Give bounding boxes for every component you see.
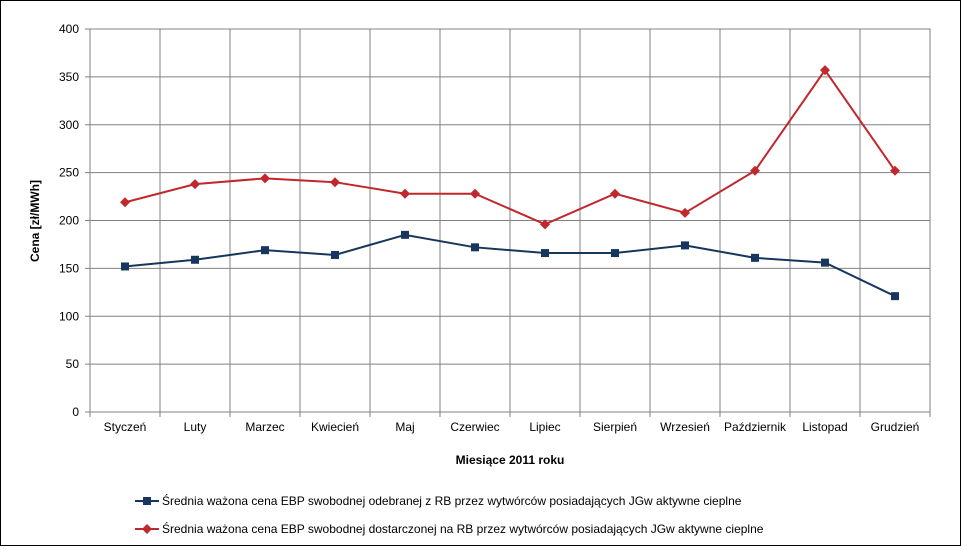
data-point-diamond <box>260 173 270 184</box>
legend-item-2: Średnia ważona cena EBP swobodnej dostar… <box>135 521 764 536</box>
legend-label-1: Średnia ważona cena EBP swobodnej odebra… <box>162 493 742 508</box>
data-point-square <box>611 249 619 258</box>
series-line-1 <box>124 233 896 298</box>
data-point-diamond <box>750 165 760 176</box>
x-tick-label: Lipiec <box>529 420 560 434</box>
x-axis-title: Miesiące 2011 roku <box>456 453 565 467</box>
legend-item-1: Średnia ważona cena EBP swobodnej odebra… <box>135 493 742 508</box>
x-tick-label: Kwiecień <box>311 420 359 434</box>
legend-marker-1 <box>143 497 151 505</box>
y-axis-title: Cena [zł/MWh] <box>28 180 42 262</box>
legend-marker-2 <box>142 524 152 534</box>
y-tick-label: 0 <box>72 405 79 419</box>
series-lines <box>120 65 900 301</box>
x-tick-label: Czerwiec <box>450 420 499 434</box>
y-tick-label: 300 <box>59 118 79 132</box>
data-point-square <box>261 246 269 255</box>
data-point-diamond <box>680 207 690 218</box>
x-tick-label: Marzec <box>245 420 284 434</box>
data-point-diamond <box>890 165 900 176</box>
y-tick-label: 100 <box>59 309 79 323</box>
data-point-square <box>681 241 689 250</box>
y-tick-label: 50 <box>66 357 80 371</box>
y-tick-labels: 0 50 100 150 200 250 300 350 400 <box>59 22 79 419</box>
data-point-square <box>401 230 409 239</box>
y-tick-label: 400 <box>59 22 79 36</box>
series-line-2 <box>124 68 896 226</box>
axes <box>85 28 931 417</box>
legend-label-2: Średnia ważona cena EBP swobodnej dostar… <box>162 521 764 536</box>
data-point-diamond <box>190 179 200 190</box>
y-tick-label: 350 <box>59 70 79 84</box>
data-point-square <box>541 249 549 258</box>
x-tick-labels: Styczeń Luty Marzec Kwiecień Maj Czerwiec Lipi… <box>104 420 920 434</box>
x-tick-label: Październik <box>724 420 787 434</box>
data-point-square <box>471 243 479 252</box>
x-tick-label: Maj <box>395 420 414 434</box>
x-tick-label: Styczeń <box>104 420 147 434</box>
data-point-square <box>891 292 899 301</box>
data-point-square <box>821 258 829 267</box>
data-point-square <box>331 250 339 259</box>
x-tick-label: Grudzień <box>871 420 920 434</box>
data-point-diamond <box>400 188 410 199</box>
data-point-diamond <box>470 188 480 199</box>
data-point-square <box>121 262 129 271</box>
x-tick-label: Luty <box>184 420 207 434</box>
data-point-diamond <box>120 197 130 208</box>
y-tick-label: 250 <box>59 166 79 180</box>
plot-border <box>89 28 931 413</box>
data-point-diamond <box>330 177 340 188</box>
legend: Średnia ważona cena EBP swobodnej odebra… <box>135 493 764 536</box>
x-tick-label: Wrzesień <box>660 420 710 434</box>
data-point-square <box>751 253 759 262</box>
data-point-diamond <box>820 65 830 76</box>
x-tick-label: Sierpień <box>593 420 637 434</box>
y-tick-label: 150 <box>59 261 79 275</box>
data-point-diamond <box>610 188 620 199</box>
data-point-square <box>191 255 199 264</box>
x-tick-label: Listopad <box>802 420 847 434</box>
y-tick-label: 200 <box>59 214 79 228</box>
data-point-diamond <box>540 219 550 230</box>
